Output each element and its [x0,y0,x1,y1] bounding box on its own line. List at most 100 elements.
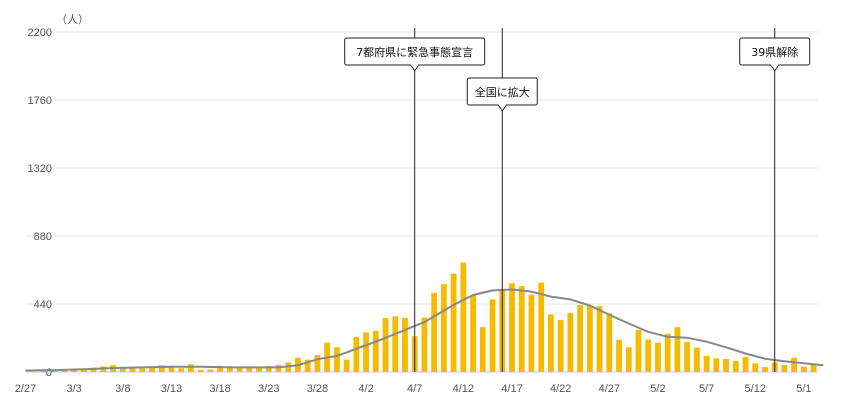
y-axis-labels: 0 440 880 1320 1760 2200 [28,27,52,379]
bar [139,368,146,372]
bar [188,364,194,372]
bar [275,364,282,372]
bar [236,367,243,372]
bar [509,283,515,372]
bar [557,320,564,372]
x-tick-label: 4/2 [358,383,373,395]
bar [158,365,165,372]
bar [246,366,253,372]
y-tick-label: 2200 [28,27,52,39]
x-tick-label: 3/3 [67,383,82,395]
bar [304,359,311,372]
bar [479,327,486,372]
y-tick-label: 880 [34,231,52,243]
bar [343,359,350,372]
bar [684,342,691,372]
bar [353,337,360,372]
bar [693,347,700,372]
bar [333,347,340,372]
x-tick-label: 3/18 [209,383,230,395]
annotation-pointer [409,64,420,72]
bar [762,367,768,372]
x-tick-label: 4/27 [599,383,620,395]
moving-average-line [25,288,824,372]
y-tick-label: 1320 [28,163,52,175]
bar [129,367,136,372]
bar [781,364,788,372]
y-unit-label: （人） [56,13,89,26]
bar [567,312,574,372]
bar [801,366,807,372]
bar [752,363,759,372]
x-tick-label: 4/12 [453,383,474,395]
bar [664,333,671,372]
bar [538,282,545,372]
bar [440,284,447,372]
annotation: 39県解除 [739,28,811,372]
x-tick-label: 3/28 [307,383,328,395]
bar [713,358,720,372]
bar [577,304,584,372]
x-tick-label: 5/12 [745,383,766,395]
bar [470,295,476,372]
x-tick-label: 3/8 [115,383,130,395]
x-tick-label: 2/27 [15,383,36,395]
x-tick-label: 5/1 [796,383,811,395]
bar [363,332,369,372]
x-axis-labels: 2/27 3/3 3/8 3/13 3/18 3/23 3/28 4/2 4/7 4/12 4/17… [15,383,812,395]
y-tick-label: 1760 [28,95,52,107]
bar [168,366,175,372]
bar [460,262,467,372]
x-tick-label: 4/22 [550,383,571,395]
bar [382,317,389,372]
bar [625,347,632,372]
bar [586,305,593,372]
bar [217,365,223,372]
bar [548,314,554,372]
bar [791,357,798,372]
annotation: 全国に拡大 [466,28,538,372]
x-tick-label: 5/7 [699,383,714,395]
bar [703,355,710,372]
x-tick-label: 3/13 [161,383,182,395]
annotation-label: 7都府県に緊急事態宣言 [356,45,473,59]
x-tick-label: 5/2 [650,383,665,395]
bar [402,317,408,372]
y-tick-label: 440 [34,299,52,311]
y-tick-label: 0 [46,367,52,379]
bar [528,294,535,372]
bar-series [42,262,817,372]
bar [431,292,438,372]
bar [207,369,214,372]
bar [655,342,661,372]
bar [265,365,272,372]
bar [149,366,155,372]
bar [178,368,185,372]
annotation-pointer [769,64,780,72]
bar [197,369,204,372]
moving-average-series [25,288,824,372]
bar [518,286,525,372]
bar [674,327,681,372]
bar [742,356,749,372]
bar [732,360,739,372]
bar [71,369,78,372]
bar [80,368,87,372]
bar [421,317,428,372]
bar [314,355,321,372]
bar [645,339,652,372]
bar [256,366,262,372]
bar [489,299,496,372]
bar [596,306,603,372]
bar [392,316,399,372]
x-tick-label: 4/17 [501,383,522,395]
bar [61,370,68,372]
annotation: 7都府県に緊急事態宣言 [344,28,486,372]
bar [616,339,622,372]
annotation-label: 39県解除 [751,45,798,59]
bar [810,364,817,372]
bar [90,367,97,372]
bar [226,366,233,372]
